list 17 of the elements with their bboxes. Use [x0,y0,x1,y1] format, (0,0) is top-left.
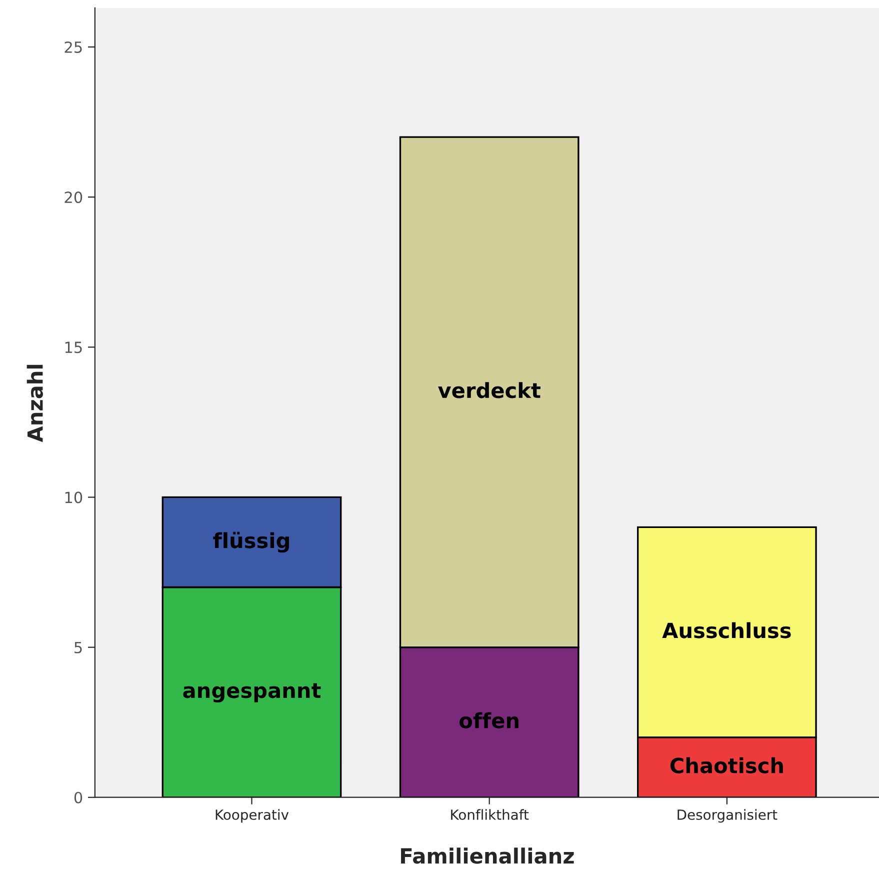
y-axis-title: Anzahl [26,364,43,442]
y-tick-label: 25 [64,41,82,53]
x-tick-label: Kooperativ [216,809,289,823]
y-tick-label: 10 [65,492,82,504]
series-label: offen [460,712,518,728]
x-axis-title: Familienallianz [401,848,574,864]
series-label: angespannt [183,683,321,702]
series-label: flüssig [213,532,289,553]
x-tick-label: Konflikthaft [451,809,529,820]
y-tick-label: 5 [74,642,82,654]
series-label: Ausschluss [662,622,791,638]
series-label: verdeckt [438,382,540,398]
y-tick-label: 20 [64,192,82,204]
x-tick-label: Desorganisiert [678,809,778,823]
y-tick-label: 0 [74,792,82,804]
series-label: Chaotisch [670,757,783,774]
y-tick-label: 15 [65,342,82,354]
